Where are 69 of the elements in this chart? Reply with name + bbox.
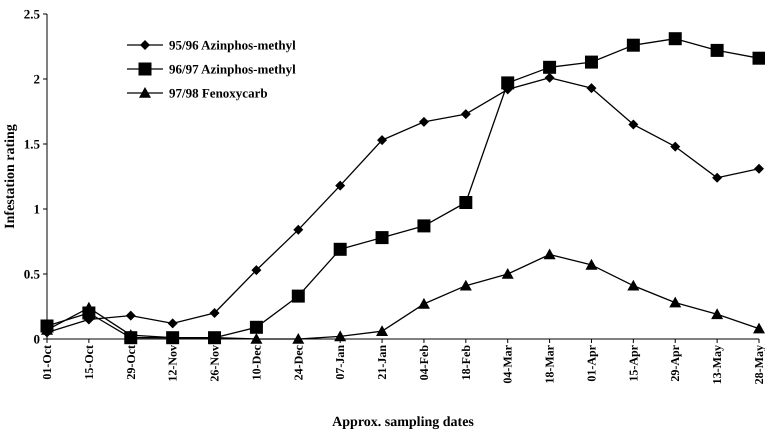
point [502,268,514,279]
point [124,331,138,344]
point [417,219,430,232]
point [544,72,555,83]
point [376,325,388,336]
point [251,265,262,276]
point [459,196,472,209]
point [292,333,304,344]
point [418,116,429,127]
point [544,248,556,260]
x-tick-label: 04-Feb [416,344,431,380]
legend-label: 97/98 Fenoxycarb [169,86,268,101]
point [334,242,347,256]
point [293,224,304,235]
x-tick-label: 26-Nov [208,345,222,382]
point [626,38,640,52]
point [376,231,389,244]
point [670,142,680,152]
y-tick-label: 1 [34,202,40,217]
legend-label: 96/97 Azinphos-methyl [169,62,296,77]
x-tick-label: 01-Apr [584,344,598,382]
x-tick-label: 13-May [710,345,724,384]
x-tick-label: 04-Mar [500,344,515,384]
point [668,32,682,46]
point [210,308,220,318]
x-tick-label: 18-Feb [458,344,473,380]
y-tick-label: 2 [34,72,40,87]
x-axis-title: Approx. sampling dates [332,415,474,430]
x-tick-label: 12-Nov [166,345,180,382]
point [250,320,263,334]
point [627,280,640,290]
point [753,322,765,334]
y-tick-label: 1.5 [24,136,40,152]
point [418,298,430,309]
point [334,330,346,342]
legend-label: 95/96 Azinphos-methyl [169,38,296,53]
y-tick-label: 0 [34,332,40,347]
point [584,56,598,69]
point [377,135,388,146]
point [712,172,722,183]
y-axis-title: Infestation rating [3,124,18,229]
point [126,310,136,321]
x-tick-label: 29-Apr [668,344,682,382]
x-tick-label: 18-Mar [542,344,557,384]
x-tick-label: 29-Oct [124,345,138,380]
point [250,333,262,344]
point [460,109,471,120]
x-tick-label: 15-Apr [626,344,640,382]
point [669,296,682,308]
x-tick-label: 10-Dec [249,344,264,380]
x-tick-label: 21-Jan [375,344,390,380]
point [754,164,764,174]
point [628,120,638,130]
point [711,308,724,320]
point [710,44,724,57]
x-tick-label: 24-Dec [291,344,306,380]
point [586,83,596,94]
point [335,180,346,191]
point [585,258,598,270]
y-tick-label: 2.5 [24,6,40,22]
point [543,60,556,74]
point [460,280,472,290]
x-tick-label: 01-Oct [40,345,54,380]
point [292,290,305,303]
point [752,52,765,65]
x-tick-label: 07-Jan [333,344,348,380]
point [168,318,178,328]
x-tick-label: 15-Oct [82,345,96,380]
y-tick-label: 0.5 [24,266,40,282]
